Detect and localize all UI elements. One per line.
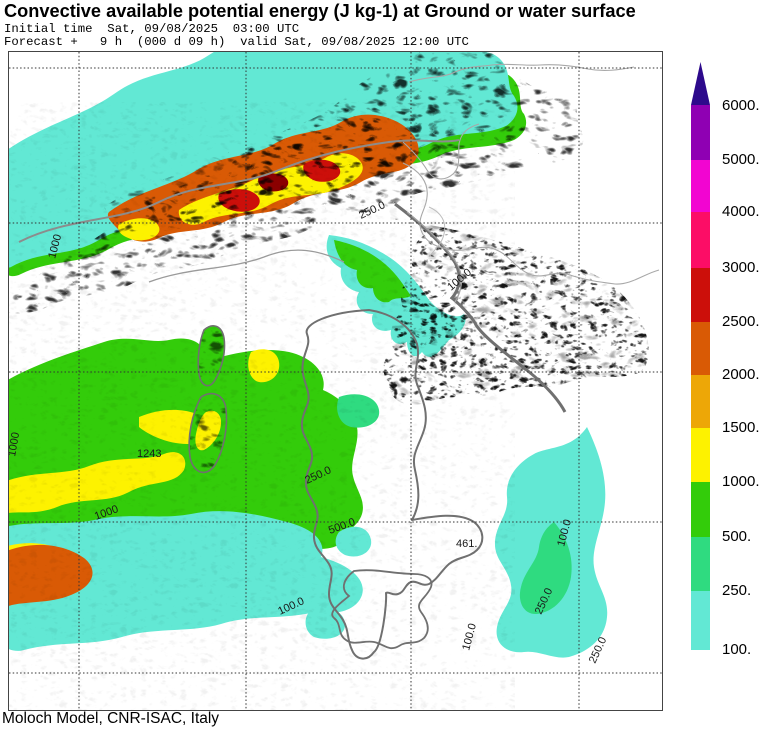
- svg-text:1500.: 1500.: [722, 419, 760, 436]
- svg-text:5000.: 5000.: [722, 151, 760, 168]
- svg-text:2000.: 2000.: [722, 366, 760, 383]
- svg-text:2500.: 2500.: [722, 313, 760, 330]
- svg-text:250.: 250.: [722, 582, 751, 599]
- svg-text:500.: 500.: [722, 528, 751, 545]
- svg-text:1000.: 1000.: [722, 473, 760, 490]
- svg-text:3000.: 3000.: [722, 259, 760, 276]
- svg-text:100.: 100.: [722, 641, 751, 658]
- svg-text:4000.: 4000.: [722, 203, 760, 220]
- svg-text:6000.: 6000.: [722, 97, 760, 114]
